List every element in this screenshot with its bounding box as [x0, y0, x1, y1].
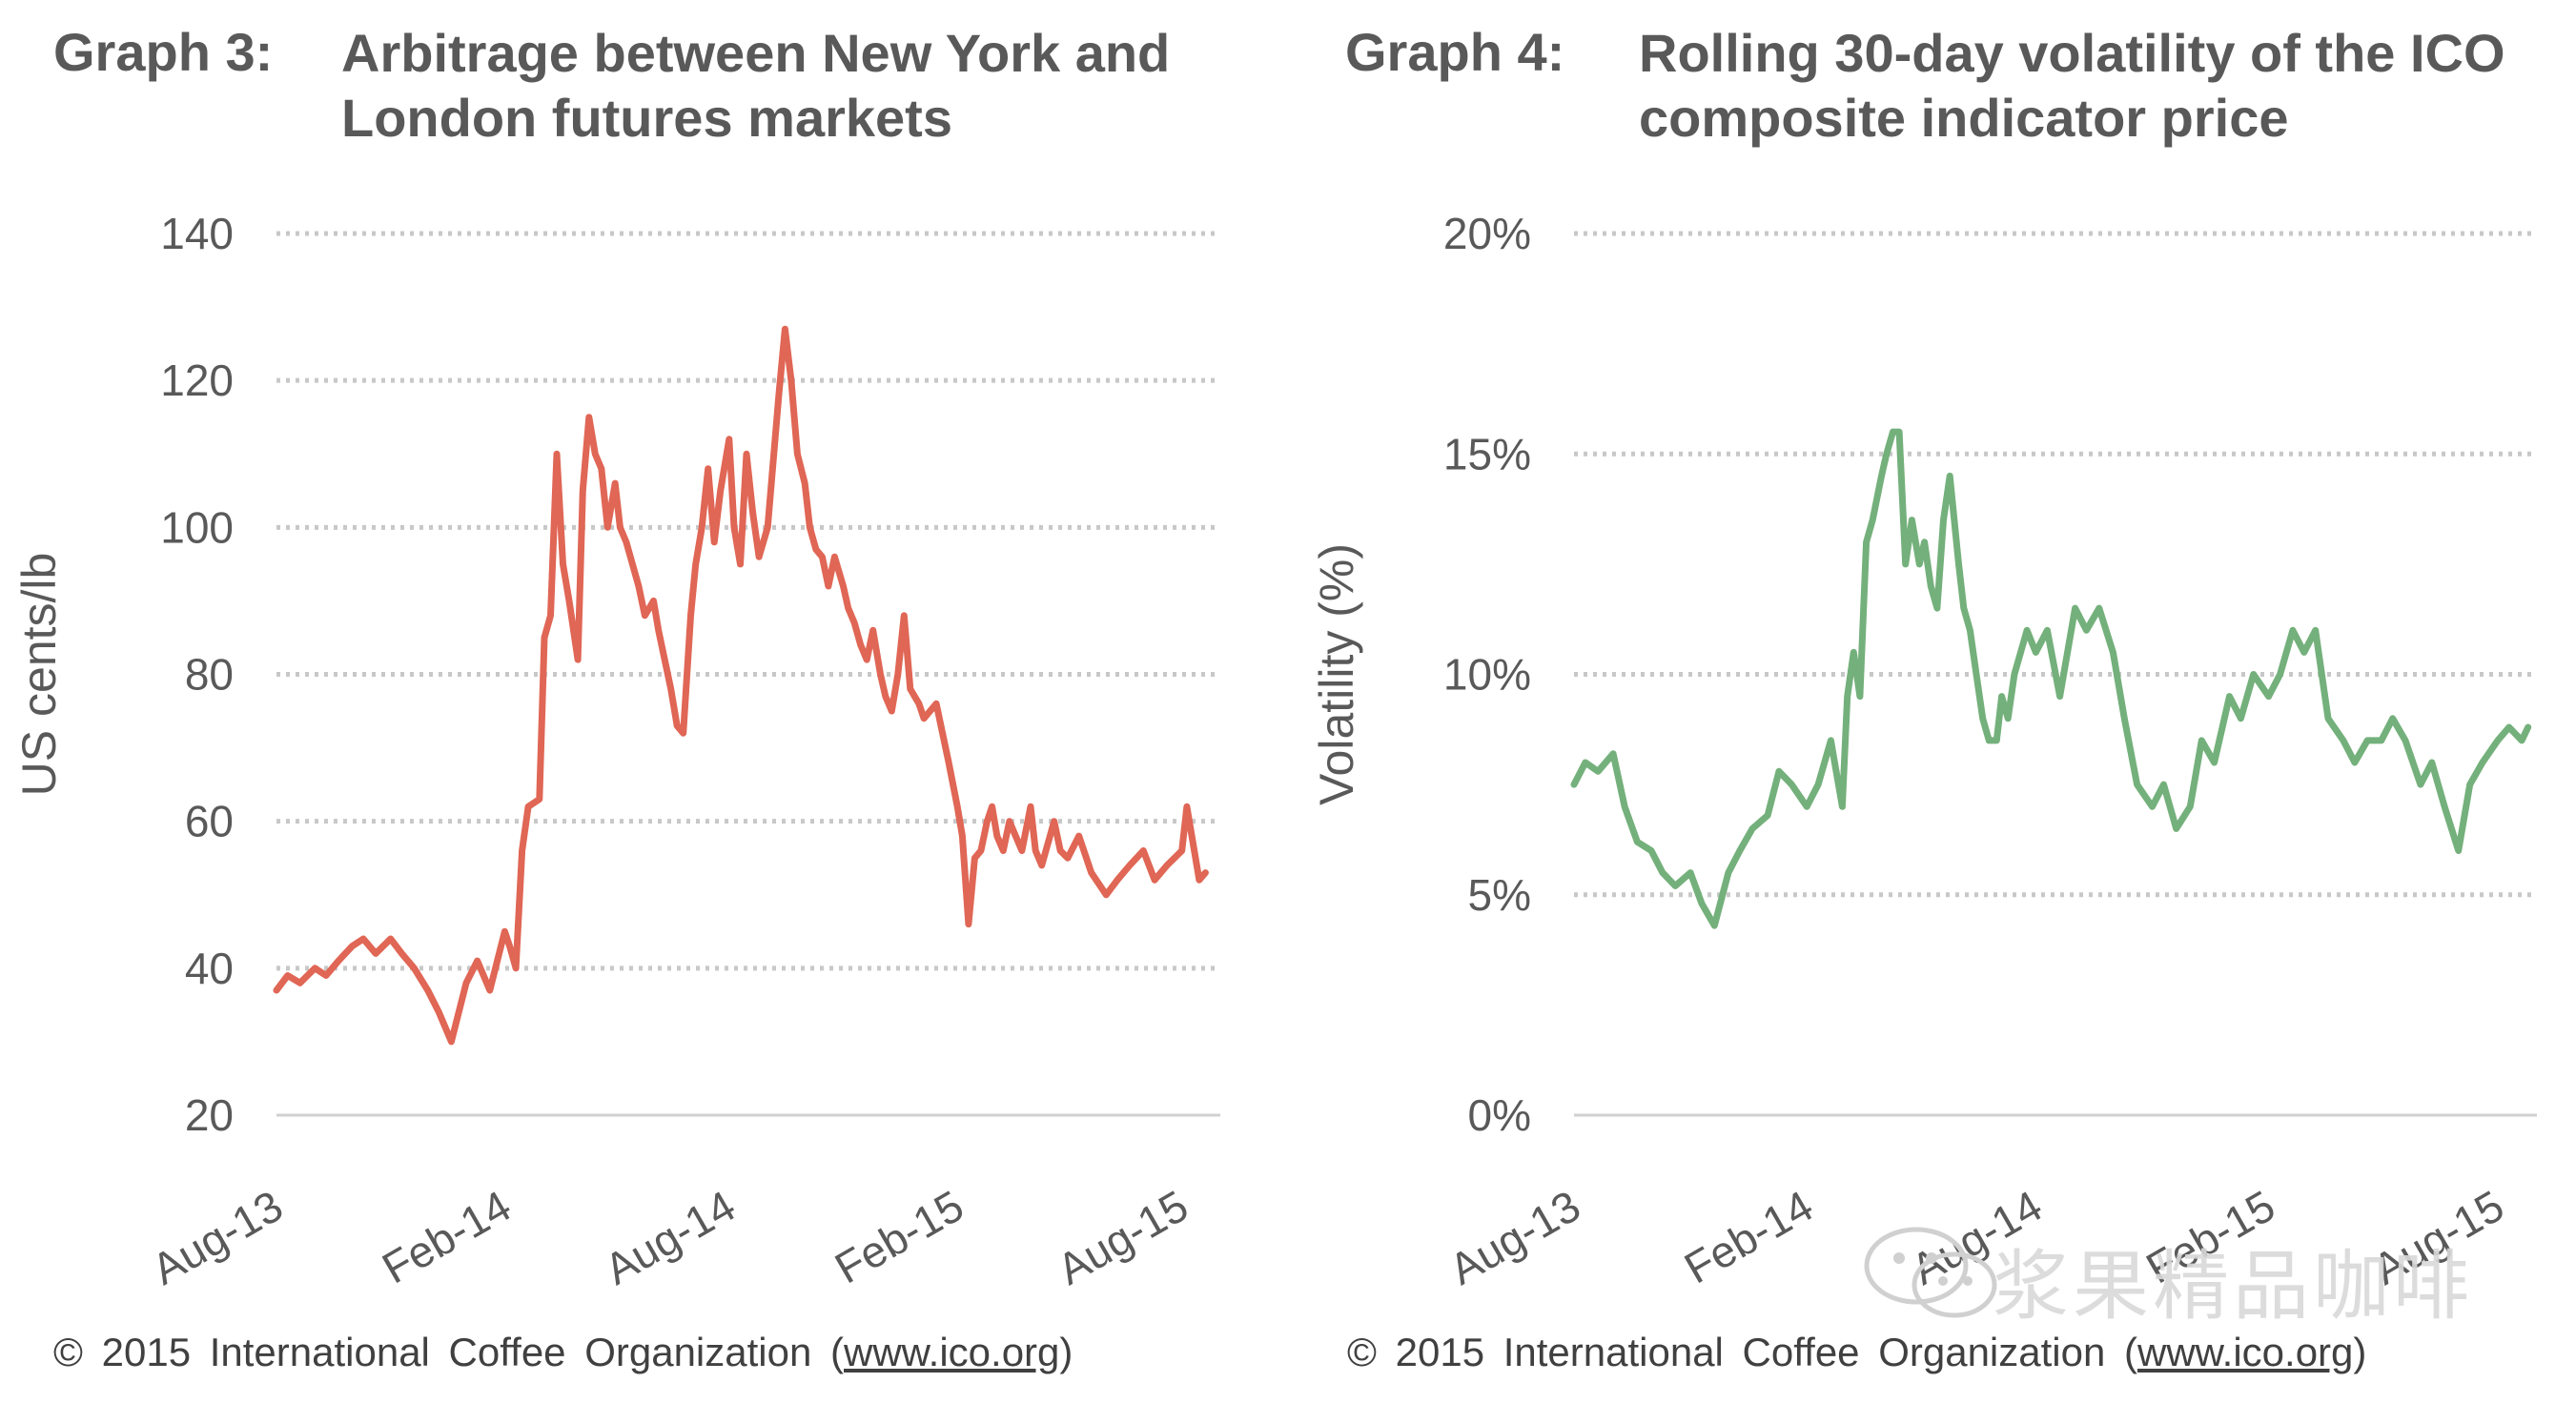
graph-3-title-line1: Arbitrage between New York and	[341, 23, 1171, 83]
y-tick-label: 100	[160, 502, 234, 552]
y-tick-label: 20%	[1443, 209, 1531, 258]
y-tick-label: 80	[185, 650, 234, 700]
graph-3-title-line2: London futures markets	[341, 88, 952, 148]
graph-4-panel: Graph 4: Rolling 30-day volatility of th…	[1288, 0, 2576, 1403]
graph-4-title-line2: composite indicator price	[1639, 88, 2289, 148]
graph-3-panel: Graph 3: Arbitrage between New York and …	[53, 22, 1170, 1375]
volatility-line-chart: 0%5%10%15%20%Volatility (%)Aug-13 Feb-14 A…	[1310, 209, 2537, 1294]
x-tick-label: Aug-15	[1049, 1181, 1196, 1294]
copyright-close: )	[1059, 1330, 1073, 1374]
y-axis-title: Volatility (%)	[1310, 543, 1363, 805]
y-tick-label: 120	[160, 356, 234, 405]
graph-4-copyright: © 2015 International Coffee Organization…	[1347, 1330, 2366, 1375]
x-tick-label: Aug-13	[144, 1181, 291, 1294]
x-tick-label: Feb-15	[827, 1181, 971, 1293]
copyright-text: © 2015 International Coffee Organization…	[53, 1330, 844, 1374]
y-tick-label: 140	[160, 209, 234, 258]
wechat-logo-icon	[1864, 1227, 1997, 1318]
y-tick-label: 15%	[1443, 429, 1531, 478]
series-line	[1570, 428, 2532, 929]
graph-3-label: Graph 3:	[53, 22, 274, 82]
graph-4-title-line1: Rolling 30-day volatility of the ICO	[1639, 23, 2505, 83]
copyright-text: © 2015 International Coffee Organization…	[1347, 1330, 2137, 1374]
y-tick-label: 40	[185, 944, 234, 993]
y-axis-title: US cents/lb	[12, 553, 66, 797]
graph-4-title: Rolling 30-day volatility of the ICO com…	[1639, 21, 2576, 151]
y-tick-label: 60	[185, 797, 234, 846]
graph-3-title: Arbitrage between New York and London fu…	[341, 21, 1295, 151]
graph-3-copyright: © 2015 International Coffee Organization…	[53, 1330, 1073, 1375]
y-tick-label: 0%	[1468, 1090, 1531, 1140]
y-tick-label: 10%	[1443, 650, 1531, 700]
x-tick-label: Aug-13	[1441, 1181, 1588, 1294]
copyright-link[interactable]: www.ico.org	[844, 1330, 1060, 1374]
y-tick-label: 20	[185, 1090, 234, 1140]
x-tick-label: Aug-14	[596, 1181, 743, 1294]
series-line	[273, 325, 1209, 1046]
y-tick-label: 5%	[1468, 870, 1531, 920]
x-tick-label: Feb-14	[374, 1181, 519, 1293]
copyright-link[interactable]: www.ico.org	[2137, 1330, 2354, 1374]
copyright-close: )	[2353, 1330, 2367, 1374]
arbitrage-line-chart: 20 40 60 80 100 120 140 US cents/lb Aug-13 Feb-14…	[12, 209, 1220, 1294]
x-tick-label: Feb-14	[1676, 1181, 1821, 1293]
graph-4-label: Graph 4:	[1345, 22, 1565, 82]
watermark-text: 浆果精品咖啡	[1993, 1244, 2473, 1329]
